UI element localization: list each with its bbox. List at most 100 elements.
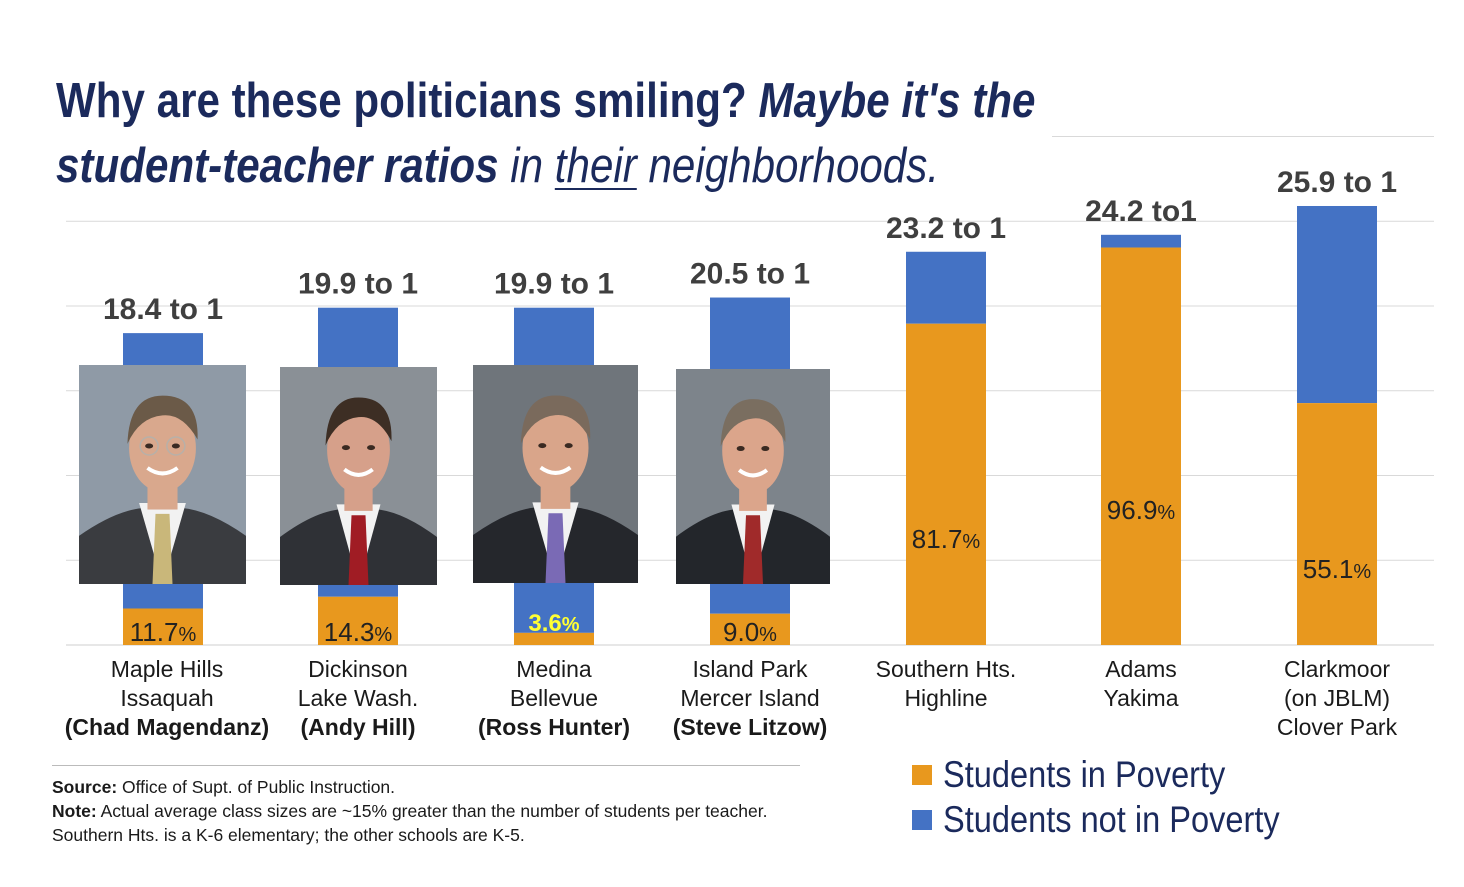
category-label: (Andy Hill) bbox=[301, 714, 416, 740]
eye bbox=[145, 443, 154, 449]
poverty-pct-label: 14.3% bbox=[324, 617, 393, 647]
hair bbox=[520, 395, 591, 444]
ratio-label: 19.9 to 1 bbox=[298, 268, 418, 301]
bar-poverty bbox=[1101, 247, 1181, 646]
source-divider bbox=[52, 765, 800, 766]
category-label: Mercer Island bbox=[680, 685, 819, 711]
smile bbox=[343, 467, 374, 477]
portrait-photo bbox=[280, 367, 437, 585]
bar-poverty bbox=[318, 596, 398, 645]
hair bbox=[720, 399, 786, 447]
pct-sign: % bbox=[562, 614, 580, 636]
title-underlined: their bbox=[554, 139, 637, 193]
pct-value: 55.1 bbox=[1303, 554, 1354, 584]
chart-title-line2: student-teacher ratios in their neighbor… bbox=[56, 142, 939, 191]
source-label: Source: bbox=[52, 777, 118, 797]
face bbox=[722, 407, 784, 494]
title-italic: Maybe it's the bbox=[758, 74, 1036, 128]
pct-sign: % bbox=[759, 624, 777, 646]
pct-sign: % bbox=[374, 624, 392, 646]
category-label: Southern Hts. bbox=[876, 656, 1017, 682]
title-end: neighborhoods. bbox=[636, 139, 940, 193]
glasses bbox=[139, 436, 159, 456]
pct-value: 3.6 bbox=[528, 610, 561, 637]
category-label: Medina bbox=[516, 656, 592, 682]
legend-item-not-poverty: Students not in Poverty bbox=[912, 797, 1326, 842]
eye bbox=[171, 443, 180, 449]
tie bbox=[743, 515, 763, 584]
poverty-pct-label: 96.9% bbox=[1107, 495, 1176, 525]
category-labels: Maple Hills Issaquah (Chad Magendanz) Dicki… bbox=[65, 656, 1398, 740]
category-label: Island Park bbox=[692, 656, 808, 682]
hair bbox=[127, 395, 198, 444]
ratio-label: 19.9 to 1 bbox=[494, 268, 614, 301]
category-label: Dickinson bbox=[308, 656, 408, 682]
pct-value: 96.9 bbox=[1107, 495, 1158, 525]
poverty-pct-label: 55.1% bbox=[1303, 554, 1372, 584]
tie bbox=[152, 513, 173, 584]
pct-sign: % bbox=[1157, 502, 1175, 524]
category-label: Clover Park bbox=[1277, 714, 1398, 740]
title-question: Why are these politicians smiling? bbox=[56, 74, 759, 128]
bar-poverty bbox=[123, 608, 203, 645]
politician-photos bbox=[79, 365, 830, 585]
pct-value: 11.7 bbox=[130, 617, 179, 647]
bar-not-poverty bbox=[1101, 234, 1181, 248]
ratio-label: 25.9 to 1 bbox=[1277, 166, 1397, 199]
category-label: (Steve Litzow) bbox=[673, 714, 828, 740]
category-label: (Chad Magendanz) bbox=[65, 714, 269, 740]
category-label: Clarkmoor bbox=[1284, 656, 1390, 682]
category-label: (on JBLM) bbox=[1284, 685, 1390, 711]
category-label: Bellevue bbox=[510, 685, 598, 711]
poverty-pct-label: 3.6% bbox=[528, 610, 579, 637]
source-note: Source: Office of Supt. of Public Instru… bbox=[52, 775, 812, 847]
pct-sign: % bbox=[1353, 561, 1371, 583]
portrait-photo bbox=[676, 369, 830, 584]
smile bbox=[539, 465, 572, 475]
eye bbox=[341, 445, 350, 451]
category-label: Lake Wash. bbox=[298, 685, 419, 711]
data-labels: 18.4 to 1 11.7% 19.9 to 1 14.3% 19.9 to 1 3.6… bbox=[103, 166, 1397, 647]
ratio-label: 24.2 to1 bbox=[1085, 195, 1197, 228]
bar-poverty bbox=[514, 632, 594, 645]
category-label: Issaquah bbox=[120, 685, 213, 711]
legend-swatch-not-poverty bbox=[912, 809, 932, 830]
legend-item-poverty: Students in Poverty bbox=[912, 752, 1326, 797]
legend-label-poverty: Students in Poverty bbox=[943, 753, 1226, 795]
hair bbox=[325, 397, 392, 446]
poverty-pct-label: 9.0% bbox=[723, 617, 777, 647]
ratio-label: 20.5 to 1 bbox=[690, 258, 810, 291]
pct-sign: % bbox=[178, 624, 196, 646]
source-text: Office of Supt. of Public Instruction. bbox=[117, 777, 396, 797]
tie bbox=[348, 515, 369, 585]
glasses bbox=[166, 436, 186, 456]
title-in: in bbox=[498, 139, 555, 193]
eye bbox=[538, 443, 547, 449]
bar-not-poverty bbox=[1297, 205, 1377, 404]
category-label: Highline bbox=[904, 685, 987, 711]
category-label: (Ross Hunter) bbox=[478, 714, 630, 740]
portrait-photo bbox=[79, 365, 246, 584]
bar-poverty bbox=[906, 323, 986, 645]
poverty-pct-label: 81.7% bbox=[912, 524, 981, 554]
category-label: Adams bbox=[1105, 656, 1177, 682]
eye bbox=[736, 446, 745, 452]
pct-value: 9.0 bbox=[723, 617, 759, 647]
legend-swatch-poverty bbox=[912, 764, 932, 785]
chart-title-line1: Why are these politicians smiling? Maybe… bbox=[56, 77, 1035, 126]
pct-sign: % bbox=[962, 531, 980, 553]
smile bbox=[737, 468, 769, 478]
legend-label-not-poverty: Students not in Poverty bbox=[943, 798, 1280, 840]
face bbox=[129, 404, 196, 493]
eye bbox=[761, 446, 770, 452]
title-bold: student-teacher ratios bbox=[56, 139, 499, 193]
portrait-photo bbox=[473, 365, 638, 583]
face bbox=[327, 406, 390, 494]
face bbox=[522, 404, 589, 492]
smile bbox=[146, 466, 179, 476]
category-label: Maple Hills bbox=[111, 656, 223, 682]
note-text: Actual average class sizes are ~15% grea… bbox=[52, 801, 768, 845]
category-label: Yakima bbox=[1104, 685, 1179, 711]
bar-not-poverty bbox=[906, 251, 986, 324]
